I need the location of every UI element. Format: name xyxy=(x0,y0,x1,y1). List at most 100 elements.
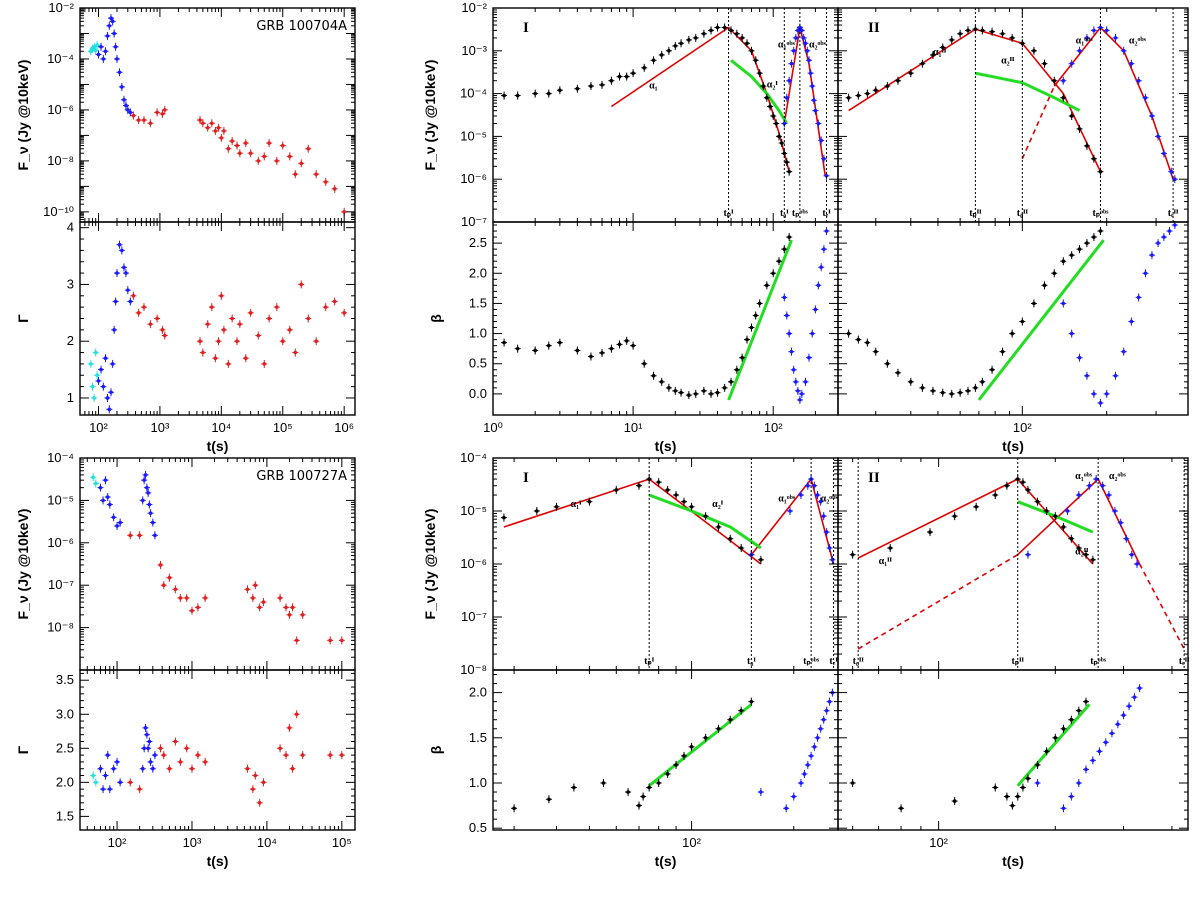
slope-label: α₁ᵒᵇˢ xyxy=(778,39,796,50)
data-point-blue xyxy=(804,46,811,55)
marker xyxy=(715,390,720,395)
data-point-blue xyxy=(97,483,104,492)
data-point-black xyxy=(939,388,946,397)
marker xyxy=(1061,301,1066,306)
marker xyxy=(148,121,153,126)
y-tick-label: 0.0 xyxy=(469,386,487,401)
y-tick-label: 2.0 xyxy=(469,685,487,700)
y-tick-label: 10⁻⁶ xyxy=(47,535,74,550)
data-point-blue xyxy=(1024,550,1031,559)
data-point-blue xyxy=(1120,46,1127,55)
data-point-black xyxy=(702,733,709,742)
marker xyxy=(928,530,932,534)
fit-lines-layer xyxy=(503,26,1185,787)
marker xyxy=(656,480,661,484)
x-tick-label: 10² xyxy=(682,835,701,850)
data-point-blue xyxy=(100,496,107,505)
marker xyxy=(238,322,242,326)
data-point-blue xyxy=(1086,481,1093,490)
data-point-black xyxy=(688,502,695,511)
panel-frame xyxy=(79,457,356,671)
marker xyxy=(153,533,157,538)
marker xyxy=(812,483,817,488)
x-tick-label: 10⁵ xyxy=(273,420,293,435)
data-point-blue xyxy=(1075,491,1082,500)
slope-label: α₁ᴵᴵ xyxy=(933,47,947,58)
y-tick-label: 3.5 xyxy=(56,672,74,687)
data-point-blue xyxy=(1136,684,1143,693)
slope-label: α₁ᵒᵇˢ xyxy=(1076,35,1094,46)
marker xyxy=(155,316,159,321)
y-tick-label: 10⁻⁴ xyxy=(47,450,74,465)
data-point-black xyxy=(574,84,581,93)
marker xyxy=(1032,301,1036,306)
marker xyxy=(575,348,580,353)
marker xyxy=(502,93,506,98)
data-point-blue xyxy=(1103,389,1110,398)
marker xyxy=(1098,229,1103,233)
data-point-black xyxy=(884,82,891,91)
marker xyxy=(103,356,108,361)
data-point-red xyxy=(322,303,329,312)
panel-frame xyxy=(79,669,356,831)
data-point-black xyxy=(767,102,774,111)
time-marker-label: tₚᴵ xyxy=(724,208,735,219)
data-point-blue xyxy=(1090,389,1097,398)
data-point-black xyxy=(929,386,936,395)
data-point-red xyxy=(261,152,268,161)
data-point-blue xyxy=(1068,59,1075,68)
marker xyxy=(702,31,706,36)
marker xyxy=(131,293,136,298)
marker xyxy=(665,488,670,492)
data-point-black xyxy=(1019,478,1026,487)
marker xyxy=(749,699,754,704)
data-point-black xyxy=(664,485,671,494)
data-point-black xyxy=(685,35,692,44)
data-point-red xyxy=(286,325,293,334)
marker xyxy=(99,45,103,49)
y-axis-title: Γ xyxy=(15,745,31,754)
marker xyxy=(160,328,165,332)
data-point-cyan xyxy=(92,348,99,357)
fit-line-red xyxy=(750,477,835,565)
marker xyxy=(546,343,551,348)
data-point-red xyxy=(279,141,286,150)
panel-label: II xyxy=(868,20,880,36)
data-point-black xyxy=(1083,239,1090,248)
data-point-red xyxy=(220,126,227,135)
marker xyxy=(626,790,630,794)
marker xyxy=(167,575,172,580)
time-marker-label: tₚᴵ xyxy=(644,656,655,667)
marker xyxy=(784,806,788,811)
data-point-black xyxy=(1024,485,1031,494)
marker xyxy=(667,386,671,390)
time-marker-label: tₚᵒᵇˢ xyxy=(803,656,820,667)
marker xyxy=(807,58,811,63)
data-point-blue xyxy=(109,359,116,368)
marker xyxy=(779,141,784,145)
marker xyxy=(1085,373,1089,378)
marker xyxy=(111,766,116,771)
marker xyxy=(1136,78,1141,83)
data-point-black xyxy=(692,389,699,398)
data-point-black xyxy=(640,792,647,801)
data-point-blue xyxy=(147,757,154,766)
marker xyxy=(1113,373,1118,378)
x-tick-label: 10³ xyxy=(151,420,170,435)
marker xyxy=(702,389,706,393)
data-point-blue xyxy=(109,17,116,26)
data-point-blue xyxy=(815,281,822,290)
marker xyxy=(1169,169,1174,174)
marker xyxy=(1167,229,1172,233)
marker xyxy=(749,49,754,53)
marker xyxy=(1121,349,1126,354)
data-point-blue xyxy=(787,507,794,515)
marker xyxy=(1069,794,1074,799)
marker xyxy=(173,587,178,592)
marker xyxy=(287,328,292,332)
marker xyxy=(631,343,635,348)
data-point-black xyxy=(907,69,914,78)
data-point-blue xyxy=(139,764,146,773)
marker xyxy=(808,71,813,75)
